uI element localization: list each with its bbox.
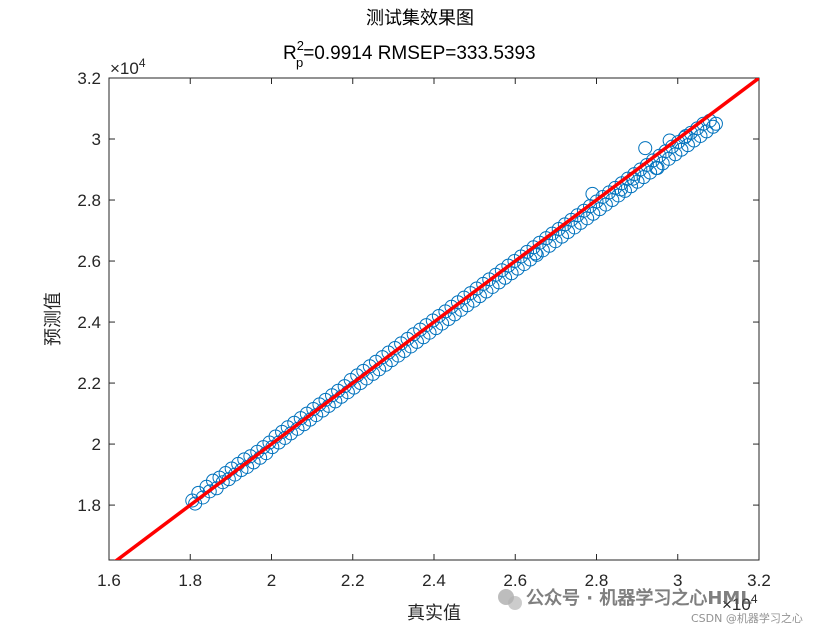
y-tick-label: 1.8 bbox=[77, 496, 101, 515]
x-tick-label: 2.8 bbox=[585, 571, 609, 590]
watermark: 公众号 · 机器学习之心HML CSDN @机器学习之心 bbox=[498, 587, 803, 625]
x-tick-label: 3 bbox=[673, 571, 682, 590]
x-exponent-label: ×104 bbox=[722, 592, 758, 614]
x-tick-label: 2.2 bbox=[341, 571, 365, 590]
subtitle-superscript: 2 bbox=[297, 38, 304, 53]
watermark-brand: 公众号 · 机器学习之心HML bbox=[526, 587, 752, 609]
y-tick-label: 2.4 bbox=[77, 313, 101, 332]
y-exponent-label: ×104 bbox=[110, 56, 146, 78]
wechat-icon-secondary bbox=[508, 596, 522, 610]
chart-subtitle: R2 p=0.9914 RMSEP=333.5393 bbox=[283, 38, 536, 70]
x-tick-label: 2.6 bbox=[503, 571, 527, 590]
x-tick-label: 1.6 bbox=[97, 571, 121, 590]
y-tick-label: 2.6 bbox=[77, 252, 101, 271]
data-point bbox=[585, 186, 600, 201]
y-tick-label: 2.2 bbox=[77, 374, 101, 393]
y-tick-label: 2.8 bbox=[77, 191, 101, 210]
y-tick-label: 3 bbox=[92, 130, 101, 149]
subtitle-r: R bbox=[283, 43, 297, 64]
x-axis-label: 真实值 bbox=[407, 603, 461, 624]
x-tick-label: 1.8 bbox=[178, 571, 202, 590]
y-axis-ticks: 1.8 2 2.2 2.4 2.6 2.8 3 3.2 bbox=[77, 69, 759, 515]
y-tick-label: 2 bbox=[92, 435, 101, 454]
x-tick-label: 3.2 bbox=[747, 571, 771, 590]
data-point bbox=[650, 160, 665, 175]
chart-title: 测试集效果图 bbox=[366, 8, 474, 29]
x-tick-label: 2.4 bbox=[422, 571, 446, 590]
data-point bbox=[215, 475, 230, 490]
reference-line-group bbox=[114, 78, 759, 560]
data-point bbox=[202, 484, 217, 499]
data-point bbox=[708, 116, 723, 131]
reference-line bbox=[114, 78, 759, 560]
y-tick-label: 3.2 bbox=[77, 69, 101, 88]
x-tick-label: 2 bbox=[267, 571, 276, 590]
x-axis-ticks: 1.6 1.8 2 2.2 2.4 2.6 2.8 3 3.2 bbox=[97, 78, 771, 590]
subtitle-metrics: =0.9914 RMSEP=333.5393 bbox=[303, 43, 535, 64]
subtitle-subscript: p bbox=[296, 55, 303, 70]
y-axis-label: 预测值 bbox=[43, 292, 64, 346]
data-point bbox=[638, 141, 653, 156]
watermark-footer: CSDN @机器学习之心 bbox=[691, 611, 803, 625]
data-point bbox=[706, 119, 721, 134]
